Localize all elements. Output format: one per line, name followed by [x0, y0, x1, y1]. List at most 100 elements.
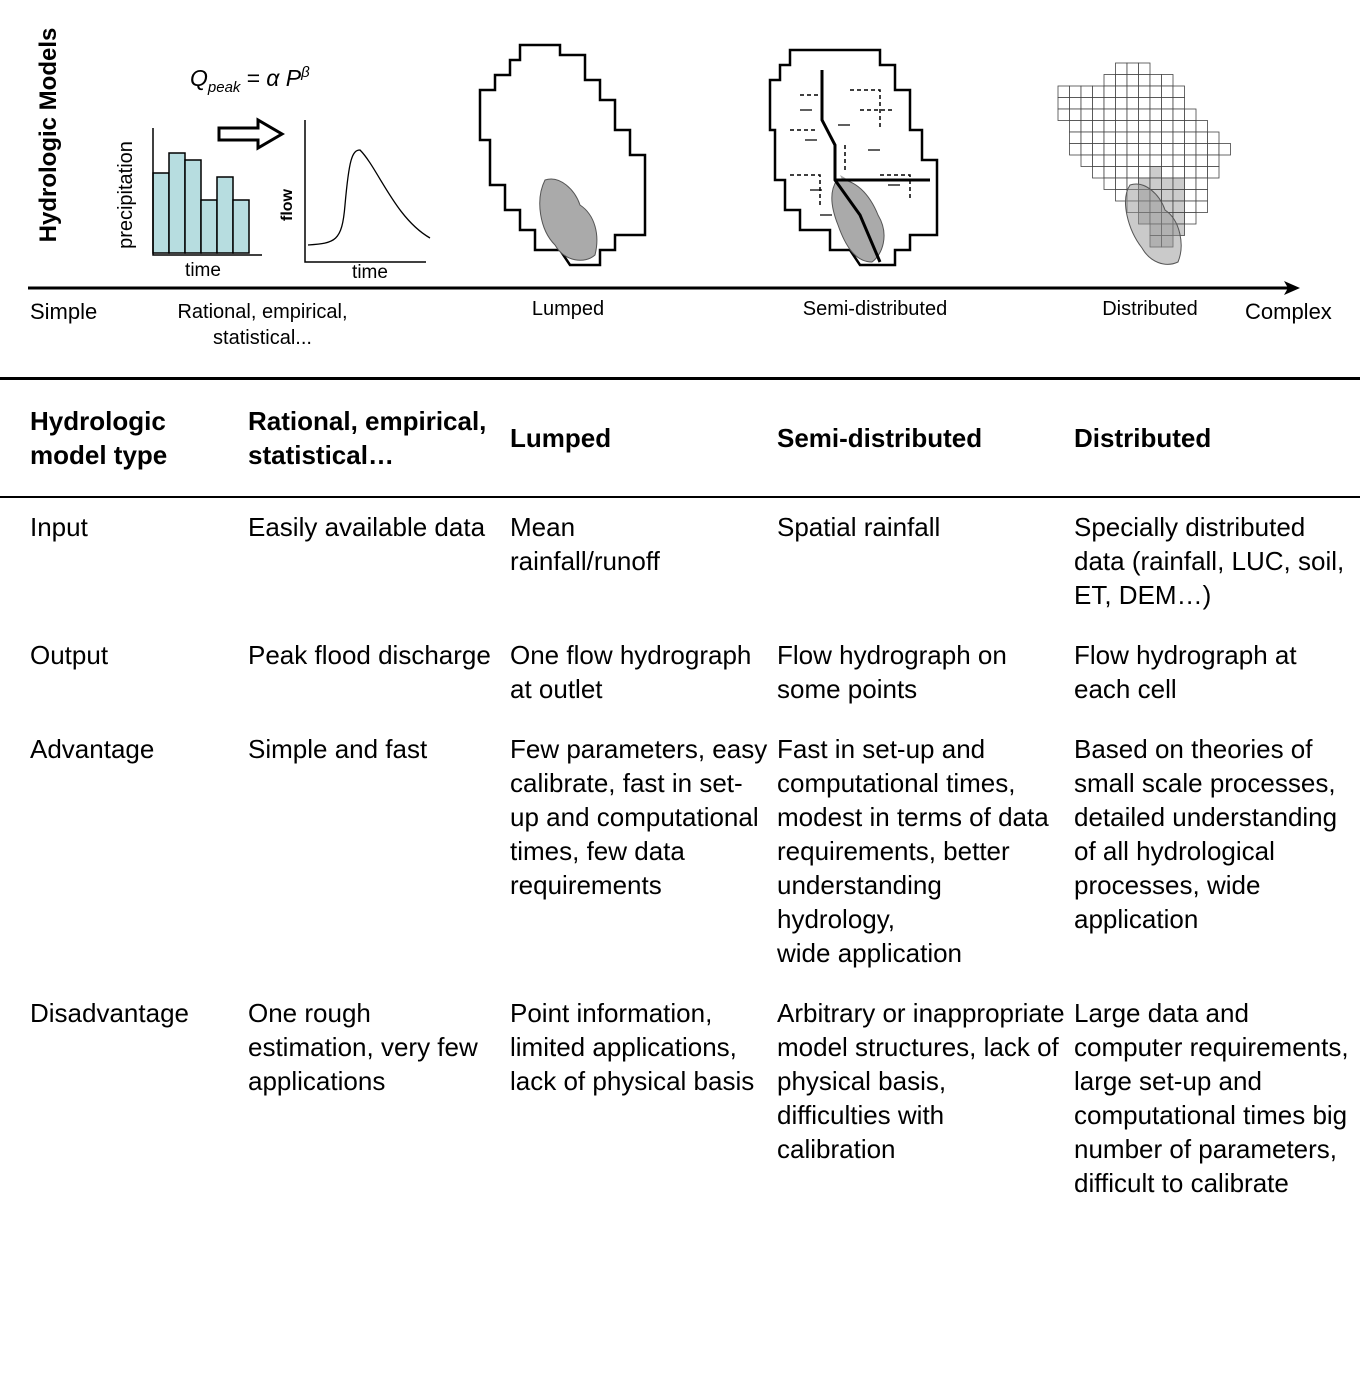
model-diagram: Hydrologic Models Qpeak = α Pβ precipitat…	[28, 28, 1300, 295]
table-cell: Peak flood discharge	[248, 640, 491, 670]
table-cell: Few parameters, easy calibrate, fast in …	[510, 734, 768, 900]
precipitation-bars	[152, 152, 250, 254]
grid-cell	[1126, 85, 1139, 98]
grid-cell	[1138, 166, 1151, 179]
grid-cell	[1115, 143, 1128, 156]
grid-cell	[1149, 74, 1162, 87]
grid-cell	[1080, 154, 1093, 167]
grid-cell	[1138, 143, 1151, 156]
grid-cell	[1092, 143, 1105, 156]
table-cell: Fast in set-up and computational times, …	[777, 734, 1049, 968]
grid-cell	[1161, 97, 1174, 110]
grid-cell	[1080, 120, 1093, 133]
flow-label: flow	[279, 188, 296, 221]
grid-cell	[1207, 154, 1220, 167]
grid-cell	[1184, 120, 1197, 133]
grid-cell	[1161, 189, 1174, 202]
grid-cell	[1069, 97, 1082, 110]
grid-cell	[1103, 154, 1116, 167]
grid-cell	[1115, 154, 1128, 167]
grid-cell	[1069, 143, 1082, 156]
grid-cell	[1103, 131, 1116, 144]
table-cell: Spatial rainfall	[777, 512, 941, 542]
grid-cell	[1172, 97, 1185, 110]
precip-label: precipitation	[115, 141, 137, 249]
grid-cell	[1207, 166, 1220, 179]
table-cell: Flow hydrograph at each cell	[1074, 640, 1297, 704]
grid-cell	[1126, 108, 1139, 121]
grid-cell	[1172, 177, 1185, 190]
grid-cell	[1103, 120, 1116, 133]
semi-distributed-basin	[768, 48, 939, 267]
grid-cell	[1115, 85, 1128, 98]
grid-cell	[1126, 74, 1139, 87]
grid-cell	[1080, 108, 1093, 121]
formula: Qpeak = α Pβ	[190, 64, 310, 96]
grid-cell	[1069, 85, 1082, 98]
model-table: Hydrologic model type Rational, empirical…	[0, 377, 1360, 1214]
grid-cell	[1057, 85, 1070, 98]
grid-cell	[1138, 108, 1151, 121]
grid-cell	[1057, 108, 1070, 121]
grid-cell	[1184, 154, 1197, 167]
grid-cell	[1092, 154, 1105, 167]
grid-cell	[1138, 85, 1151, 98]
table-cell: Flow hydrograph on some points	[777, 640, 1007, 704]
grid-cell	[1092, 97, 1105, 110]
grid-cell	[1103, 177, 1116, 190]
grid-cell	[1161, 166, 1174, 179]
header-cell: Lumped	[510, 423, 612, 453]
grid-cell	[1184, 189, 1197, 202]
grid-cell	[1092, 120, 1105, 133]
grid-cell	[1184, 212, 1197, 225]
grid-cell	[1195, 143, 1208, 156]
grid-cell	[1207, 131, 1220, 144]
grid-cell	[1126, 143, 1139, 156]
grid-cell	[1115, 177, 1128, 190]
grid-cell	[1161, 143, 1174, 156]
table-cell: Specially distributed data (rainfall, LU…	[1074, 512, 1345, 610]
grid-cell	[1138, 154, 1151, 167]
row-label: Input	[30, 512, 88, 542]
grid-cell	[1138, 74, 1151, 87]
grid-cell	[1115, 166, 1128, 179]
axis-arrowhead	[1284, 281, 1300, 295]
grid-cell	[1103, 108, 1116, 121]
table-cell: Mean rainfall/runoff	[510, 512, 660, 576]
grid-cell	[1195, 120, 1208, 133]
grid-cell	[1149, 85, 1162, 98]
table-cell: Arbitrary or inappropriate model structu…	[777, 998, 1065, 1164]
time-label: time	[185, 260, 221, 281]
grid-cell	[1195, 177, 1208, 190]
grid-cell	[1172, 200, 1185, 213]
grid-cell	[1092, 85, 1105, 98]
table-cell: Point information, limited applications,…	[510, 998, 755, 1096]
grid-cell	[1126, 166, 1139, 179]
header-cell: Hydrologic model type	[30, 406, 168, 470]
grid-cell	[1138, 131, 1151, 144]
transform-arrow	[217, 117, 285, 151]
grid-cell	[1172, 108, 1185, 121]
grid-cell	[1161, 154, 1174, 167]
header-cell: Distributed	[1074, 423, 1212, 453]
grid-cell	[1149, 131, 1162, 144]
table-cell: Easily available data	[248, 512, 486, 542]
diagram-title: Hydrologic Models	[35, 28, 62, 243]
grid-cell	[1115, 62, 1128, 75]
grid-cell	[1126, 131, 1139, 144]
time-label: time	[352, 262, 388, 283]
grid-cell	[1161, 177, 1174, 190]
header-cell: Rational, empirical, statistical…	[248, 406, 487, 470]
grid-cell	[1115, 97, 1128, 110]
grid-cell	[1161, 131, 1174, 144]
grid-cell	[1103, 97, 1116, 110]
row-label: Output	[30, 640, 109, 670]
table-row: Disadvantage One rough estimation, very f…	[0, 984, 1360, 1214]
grid-cell	[1172, 120, 1185, 133]
grid-cell	[1172, 189, 1185, 202]
hydrograph	[307, 149, 431, 246]
grid-cell	[1184, 166, 1197, 179]
grid-cell	[1161, 74, 1174, 87]
model-label: Lumped	[531, 298, 605, 320]
